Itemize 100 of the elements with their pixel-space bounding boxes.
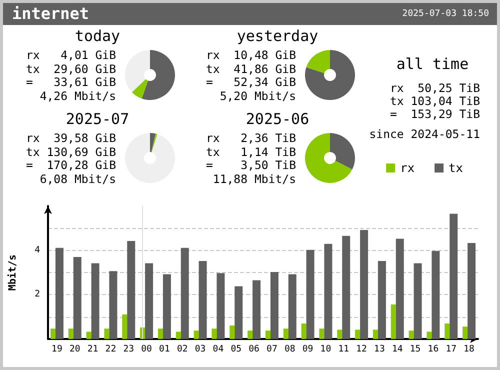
text: since 2024-05-11 — [369, 127, 480, 141]
x-tick-label: 23 — [123, 344, 134, 354]
bar — [283, 328, 288, 339]
text: 4,26 Mbit/s — [40, 88, 116, 102]
chart-title: 2025-07 — [64, 110, 130, 128]
bar — [444, 323, 450, 339]
text: rx 10,48 GiB — [206, 48, 296, 62]
text: rx 2,36 TiB — [206, 131, 296, 145]
bar — [378, 260, 386, 339]
text: = 52,34 GiB — [206, 75, 296, 89]
x-tick-label: 13 — [374, 344, 385, 354]
bar — [301, 323, 306, 339]
x-tick-label: 01 — [159, 344, 170, 354]
bar — [360, 230, 368, 339]
bar — [342, 236, 350, 339]
bar — [176, 332, 181, 339]
text: internet — [12, 4, 90, 23]
y-axis-title: Mbit/s — [6, 254, 18, 291]
x-tick-label: 18 — [464, 344, 474, 354]
text: = 170,28 GiB — [26, 158, 116, 172]
x-tick-label: 03 — [194, 344, 206, 354]
x-tick-label: 04 — [212, 344, 224, 354]
x-tick-label: 14 — [392, 344, 403, 354]
x-tick-label: 22 — [105, 344, 116, 354]
bar — [55, 248, 64, 339]
bar — [104, 328, 110, 339]
bar — [230, 325, 235, 339]
x-tick-label: 16 — [428, 344, 439, 354]
bar — [426, 332, 432, 339]
bar — [216, 273, 225, 339]
bar — [91, 263, 100, 339]
bar — [390, 304, 396, 339]
bar — [462, 326, 468, 339]
bar — [50, 328, 56, 339]
x-tick-label: 17 — [446, 344, 457, 354]
chart-title: today — [74, 27, 122, 45]
text: tx 130,69 GiB — [26, 144, 116, 158]
bar — [414, 263, 422, 339]
bar — [73, 256, 82, 339]
bar — [212, 328, 217, 339]
text: 6,08 Mbit/s — [40, 172, 116, 186]
bar — [145, 263, 154, 339]
bar — [324, 244, 332, 339]
x-tick-label: 09 — [302, 344, 314, 354]
x-tick-label: 20 — [69, 344, 80, 354]
bar — [252, 280, 261, 339]
text: tx 41,86 GiB — [206, 62, 296, 76]
text: rx 4,01 GiB — [26, 48, 116, 62]
bar — [265, 330, 270, 339]
bar — [319, 328, 324, 339]
bar — [86, 332, 92, 339]
bar — [408, 330, 414, 339]
bar — [162, 274, 171, 339]
bar — [194, 330, 199, 339]
bar — [306, 250, 314, 339]
legend-label: tx — [448, 161, 464, 175]
bar — [122, 314, 128, 339]
text: = 3,50 TiB — [206, 158, 296, 172]
text: tx 103,04 TiB — [390, 94, 480, 108]
text: 5,20 Mbit/s — [220, 88, 296, 102]
x-tick-label: 02 — [176, 344, 188, 354]
bar — [180, 248, 189, 339]
bar — [432, 251, 440, 339]
bar — [372, 330, 378, 339]
text: = 33,61 GiB — [26, 75, 116, 89]
x-tick-label: 06 — [248, 344, 260, 354]
bar — [248, 330, 253, 339]
x-tick-label: 19 — [52, 344, 62, 354]
bar — [270, 272, 278, 339]
x-tick-label: 10 — [320, 344, 332, 354]
text: tx 1,14 TiB — [206, 144, 296, 158]
x-tick-label: 12 — [356, 344, 367, 354]
bar — [234, 286, 243, 339]
chart-title: yesterday — [236, 27, 320, 45]
y-tick-label: 4 — [34, 245, 40, 256]
text: 2025-07-03 18:50 — [402, 9, 489, 19]
x-tick-label: 00 — [141, 344, 152, 354]
bar — [355, 330, 360, 339]
y-tick-label: 2 — [34, 290, 40, 300]
chart-title: 2025-06 — [244, 110, 310, 128]
x-tick-label: 07 — [266, 344, 278, 354]
bar — [288, 274, 296, 339]
x-tick-label: 21 — [87, 344, 98, 354]
bar — [109, 271, 118, 339]
text: tx 29,60 GiB — [26, 62, 116, 76]
x-tick-label: 11 — [338, 344, 350, 354]
legend-label: rx — [400, 161, 415, 175]
bar — [198, 260, 207, 339]
text: 11,88 Mbit/s — [212, 172, 296, 186]
bar — [450, 214, 458, 339]
text: = 153,29 TiB — [390, 107, 480, 121]
bar — [68, 328, 74, 339]
bar — [127, 241, 136, 339]
bar — [396, 238, 404, 339]
x-tick-label: 15 — [410, 344, 421, 354]
text: rx 50,25 TiB — [390, 81, 480, 95]
bar — [158, 328, 163, 339]
text: all time — [395, 55, 470, 73]
x-tick-label: 08 — [284, 344, 296, 354]
bar — [337, 330, 342, 339]
